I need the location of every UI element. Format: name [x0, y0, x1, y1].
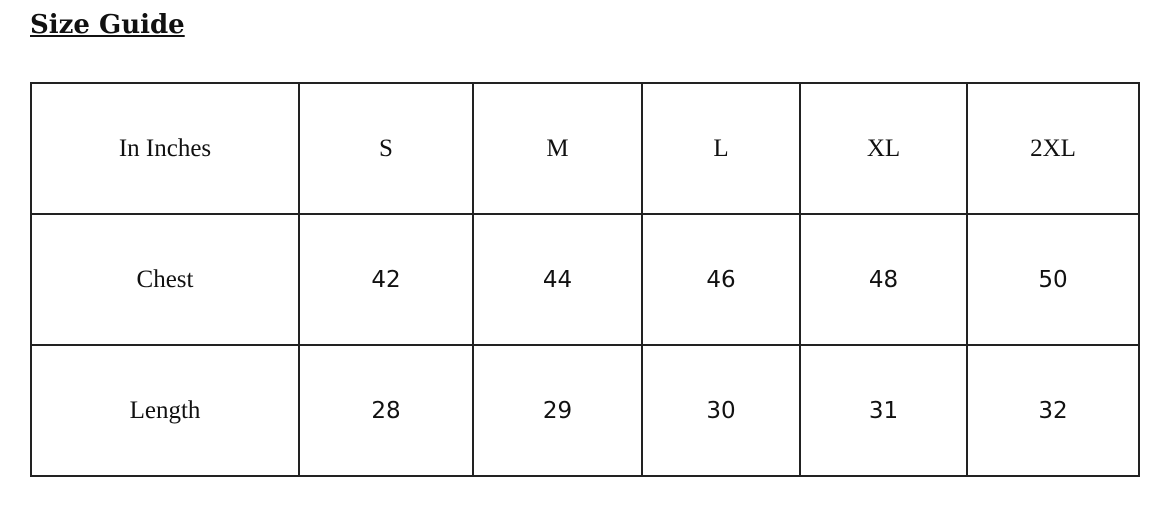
row-label: Length: [30, 344, 300, 477]
header-cell: 2XL: [966, 82, 1140, 215]
page-title: Size Guide: [30, 10, 185, 40]
table-header-row: In Inches S M L XL 2XL: [30, 82, 1140, 215]
cell: 50: [966, 213, 1140, 346]
cell: 31: [799, 344, 968, 477]
cell: 29: [472, 344, 643, 477]
header-cell: L: [641, 82, 801, 215]
cell: 32: [966, 344, 1140, 477]
size-table: In Inches S M L XL 2XL Chest 42 44 46 48…: [30, 82, 1140, 477]
cell: 28: [298, 344, 474, 477]
table-row: Length 28 29 30 31 32: [30, 344, 1140, 477]
cell: 48: [799, 213, 968, 346]
cell: 44: [472, 213, 643, 346]
cell: 30: [641, 344, 801, 477]
table-row: Chest 42 44 46 48 50: [30, 213, 1140, 346]
header-cell: In Inches: [30, 82, 300, 215]
header-cell: S: [298, 82, 474, 215]
cell: 42: [298, 213, 474, 346]
row-label: Chest: [30, 213, 300, 346]
header-cell: XL: [799, 82, 968, 215]
header-cell: M: [472, 82, 643, 215]
cell: 46: [641, 213, 801, 346]
